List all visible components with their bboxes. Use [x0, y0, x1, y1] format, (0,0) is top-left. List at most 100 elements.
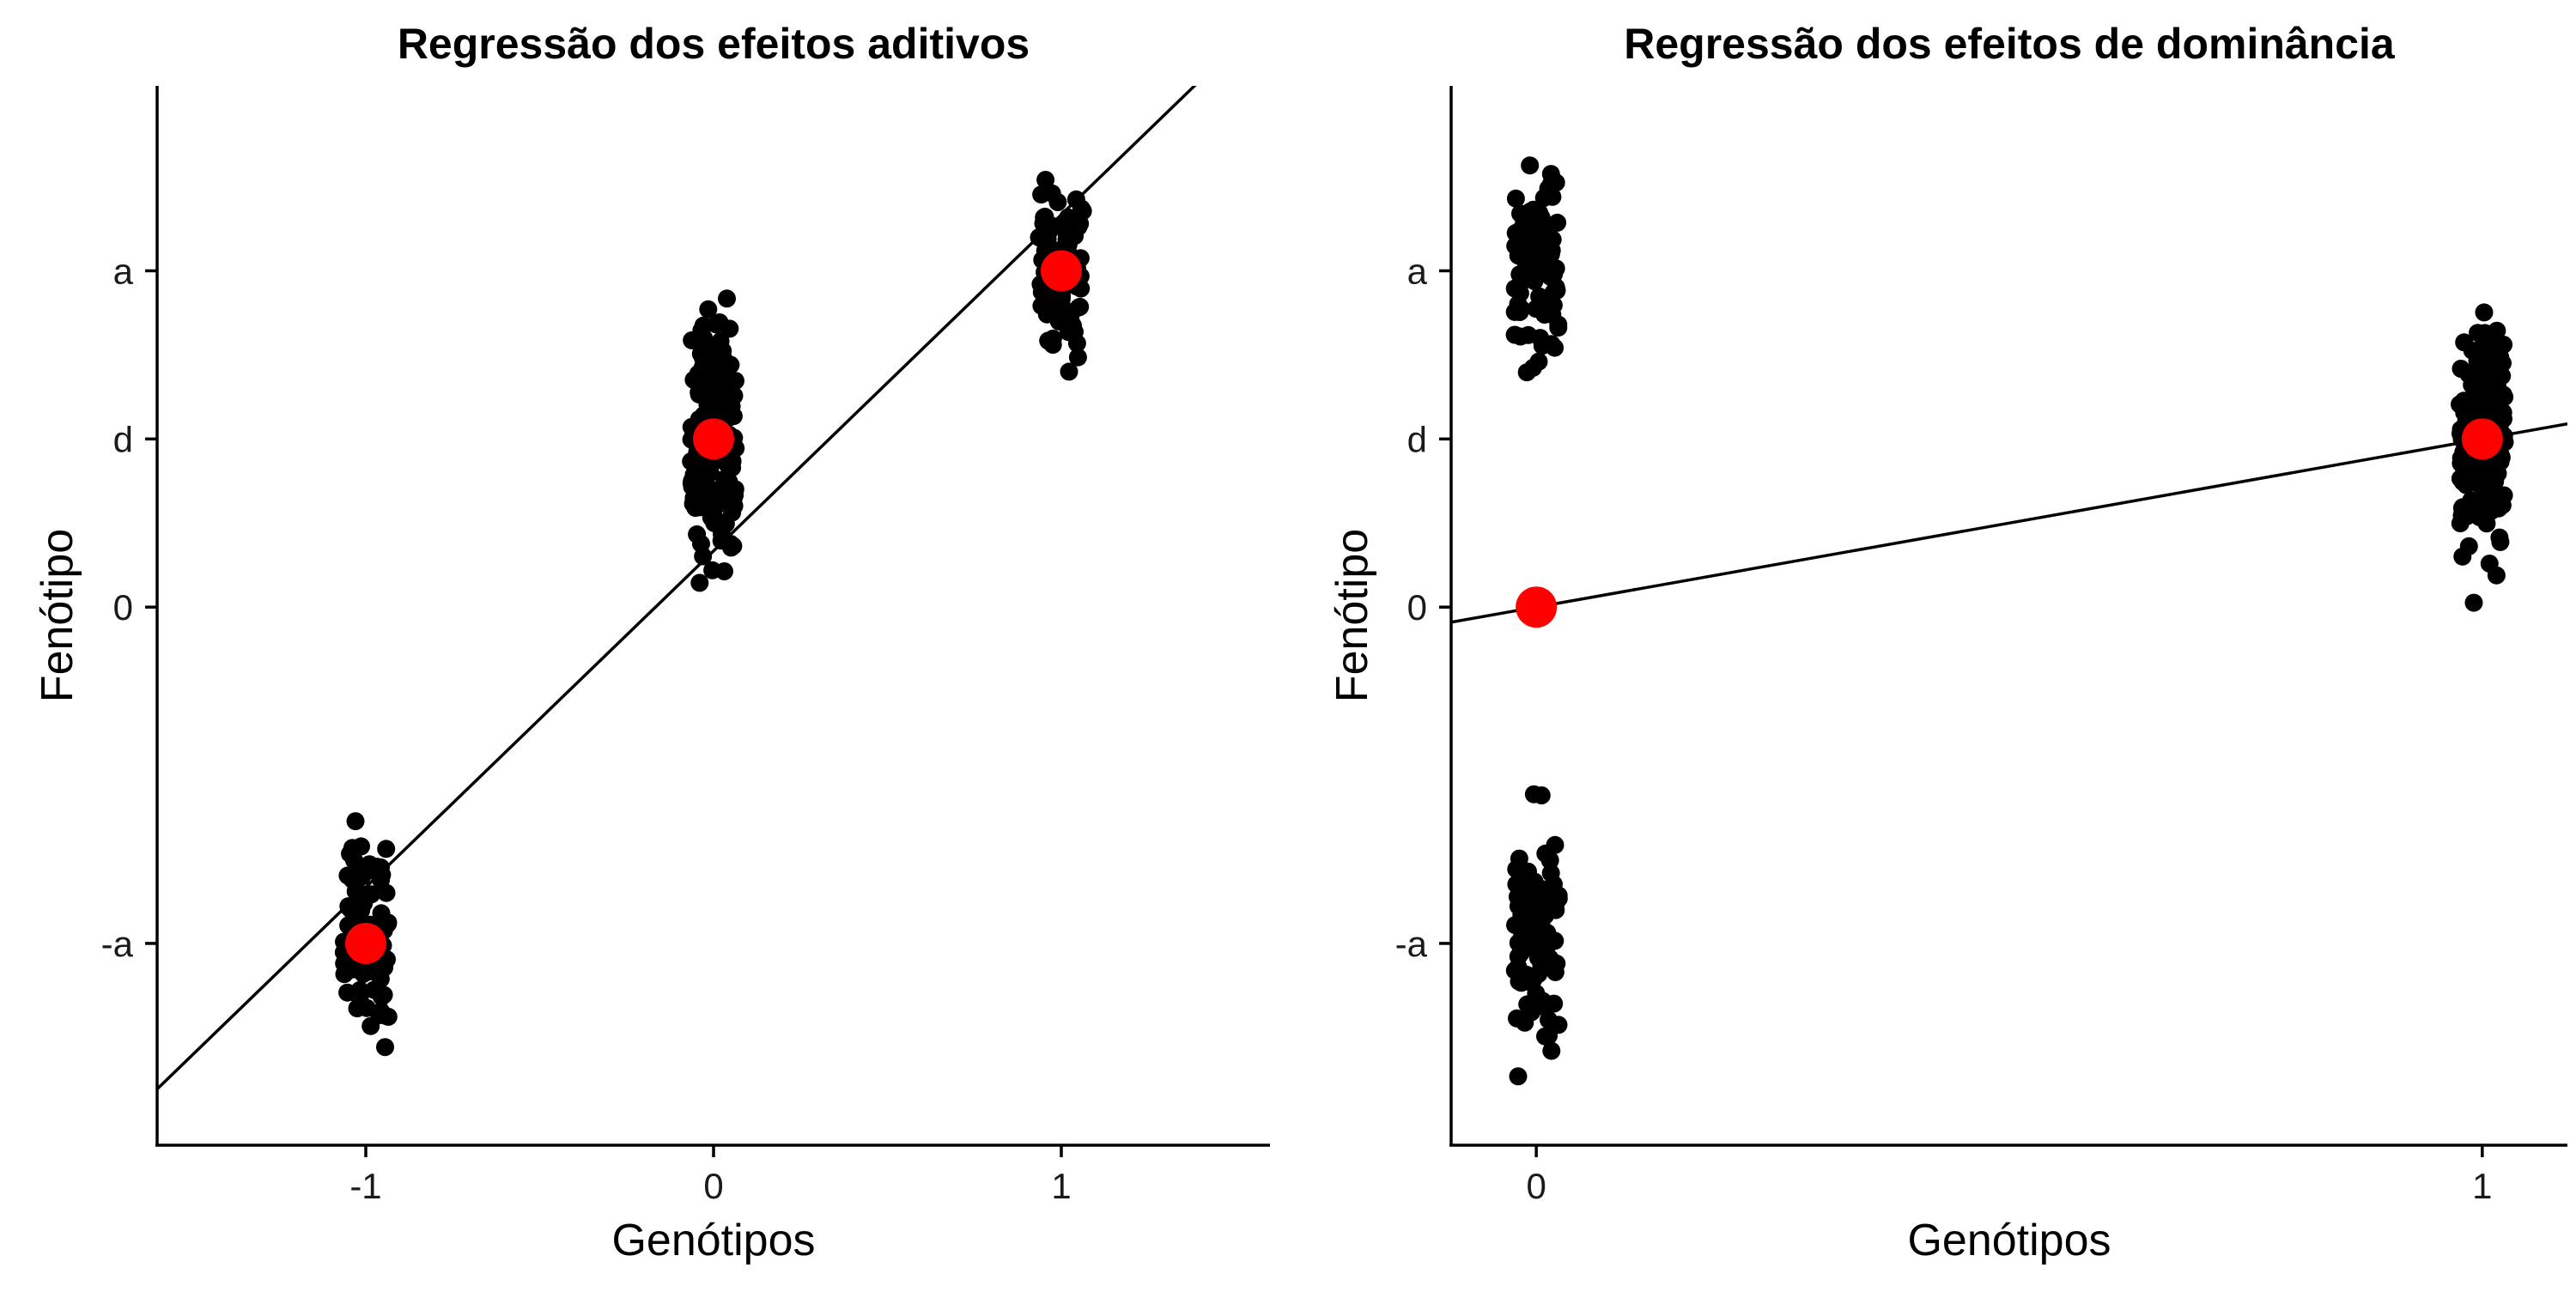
- data-point: [350, 980, 369, 999]
- data-point: [2451, 360, 2470, 378]
- data-point: [726, 372, 744, 391]
- data-point: [2491, 532, 2510, 551]
- data-point: [1540, 1026, 1558, 1045]
- y-axis-label: Fenótipo: [1327, 529, 1377, 702]
- data-point: [1524, 914, 1543, 932]
- dominance-regression-panel: Regressão dos efeitos de dominância 0 1 -…: [1327, 20, 2567, 1265]
- y-tick-label: d: [1407, 419, 1427, 459]
- data-point: [1544, 282, 1563, 301]
- x-tick-label: 0: [1526, 1166, 1546, 1206]
- regression-line: [1451, 422, 2567, 624]
- regression-line: [157, 86, 1197, 1090]
- y-tick-label: 0: [1407, 587, 1427, 628]
- data-point: [1528, 930, 1547, 949]
- data-point: [2488, 404, 2507, 422]
- data-point: [2488, 348, 2507, 367]
- data-point: [1059, 235, 1078, 254]
- y-tick-label: -a: [101, 924, 134, 964]
- data-point: [1521, 156, 1540, 175]
- data-point: [354, 965, 373, 983]
- data-point: [2453, 498, 2472, 517]
- data-point: [690, 573, 709, 592]
- data-point: [1032, 282, 1051, 301]
- group-mean-point: [345, 922, 386, 964]
- data-point: [2459, 537, 2478, 555]
- data-point: [355, 861, 374, 880]
- x-tick-label: -1: [349, 1166, 381, 1206]
- data-point: [703, 561, 722, 579]
- data-point: [1060, 307, 1079, 326]
- data-point: [699, 300, 718, 318]
- data-point: [1524, 970, 1543, 989]
- data-point: [1518, 257, 1537, 275]
- data-point: [1068, 348, 1087, 367]
- data-point: [1043, 336, 1062, 355]
- data-point: [2488, 321, 2506, 340]
- data-point: [1545, 994, 1564, 1013]
- data-point: [376, 1006, 395, 1025]
- group-mean-point: [693, 418, 734, 460]
- data-point: [2466, 384, 2485, 403]
- data-point: [1528, 885, 1546, 904]
- data-point: [342, 901, 361, 919]
- y-tick-label: -a: [1395, 924, 1428, 964]
- data-point: [1542, 1041, 1561, 1060]
- data-point: [1506, 916, 1524, 935]
- data-point: [1528, 949, 1547, 967]
- data-point: [1535, 264, 1554, 282]
- data-point: [1509, 933, 1528, 952]
- data-point: [1511, 234, 1530, 253]
- x-tick-label: 0: [703, 1166, 723, 1206]
- data-point: [1067, 334, 1086, 353]
- data-point: [376, 1038, 394, 1057]
- data-point: [2488, 464, 2507, 482]
- data-point: [1506, 189, 1525, 208]
- data-point: [1048, 193, 1067, 211]
- data-point: [1541, 244, 1560, 263]
- data-point: [361, 1016, 380, 1035]
- data-point: [335, 965, 354, 984]
- data-point: [1532, 786, 1551, 804]
- data-point: [1508, 1009, 1526, 1028]
- data-point: [2474, 496, 2492, 515]
- y-tick-label: 0: [113, 587, 133, 628]
- data-point: [1543, 171, 1562, 190]
- y-tick-label: d: [113, 419, 133, 459]
- data-point: [1505, 961, 1524, 980]
- data-point: [2455, 333, 2474, 352]
- data-point: [721, 355, 740, 374]
- data-point: [377, 840, 396, 858]
- data-point: [1537, 222, 1556, 241]
- group-mean-point: [2461, 418, 2503, 460]
- data-point: [1515, 212, 1534, 231]
- data-point: [346, 812, 365, 831]
- panel-title: Regressão dos efeitos aditivos: [398, 20, 1030, 68]
- data-point: [701, 376, 720, 395]
- data-point: [724, 407, 743, 426]
- group-mean-point: [1516, 586, 1558, 628]
- data-point: [1535, 306, 1554, 324]
- data-point: [1545, 875, 1563, 894]
- data-point: [1529, 352, 1548, 371]
- x-tick-label: 1: [1051, 1166, 1071, 1206]
- data-point: [341, 845, 359, 863]
- data-point: [1540, 1010, 1558, 1029]
- data-point: [718, 289, 736, 308]
- additive-regression-panel: Regressão dos efeitos aditivos -1 0 1 -a 0 d…: [33, 20, 1270, 1265]
- data-point: [1527, 984, 1546, 1003]
- data-point: [706, 487, 725, 506]
- data-point: [1046, 296, 1065, 315]
- data-point: [720, 319, 739, 338]
- x-axis-label: Genótipos: [1907, 1216, 2111, 1265]
- data-point: [692, 535, 710, 553]
- data-point: [1510, 284, 1529, 302]
- data-point: [2451, 514, 2470, 533]
- data-point: [726, 486, 744, 505]
- data-point: [684, 488, 703, 507]
- data-point: [1511, 327, 1530, 346]
- group-mean-point: [1041, 250, 1082, 292]
- data-point: [716, 514, 735, 533]
- y-axis-label: Fenótipo: [33, 529, 82, 702]
- data-point: [1036, 171, 1055, 189]
